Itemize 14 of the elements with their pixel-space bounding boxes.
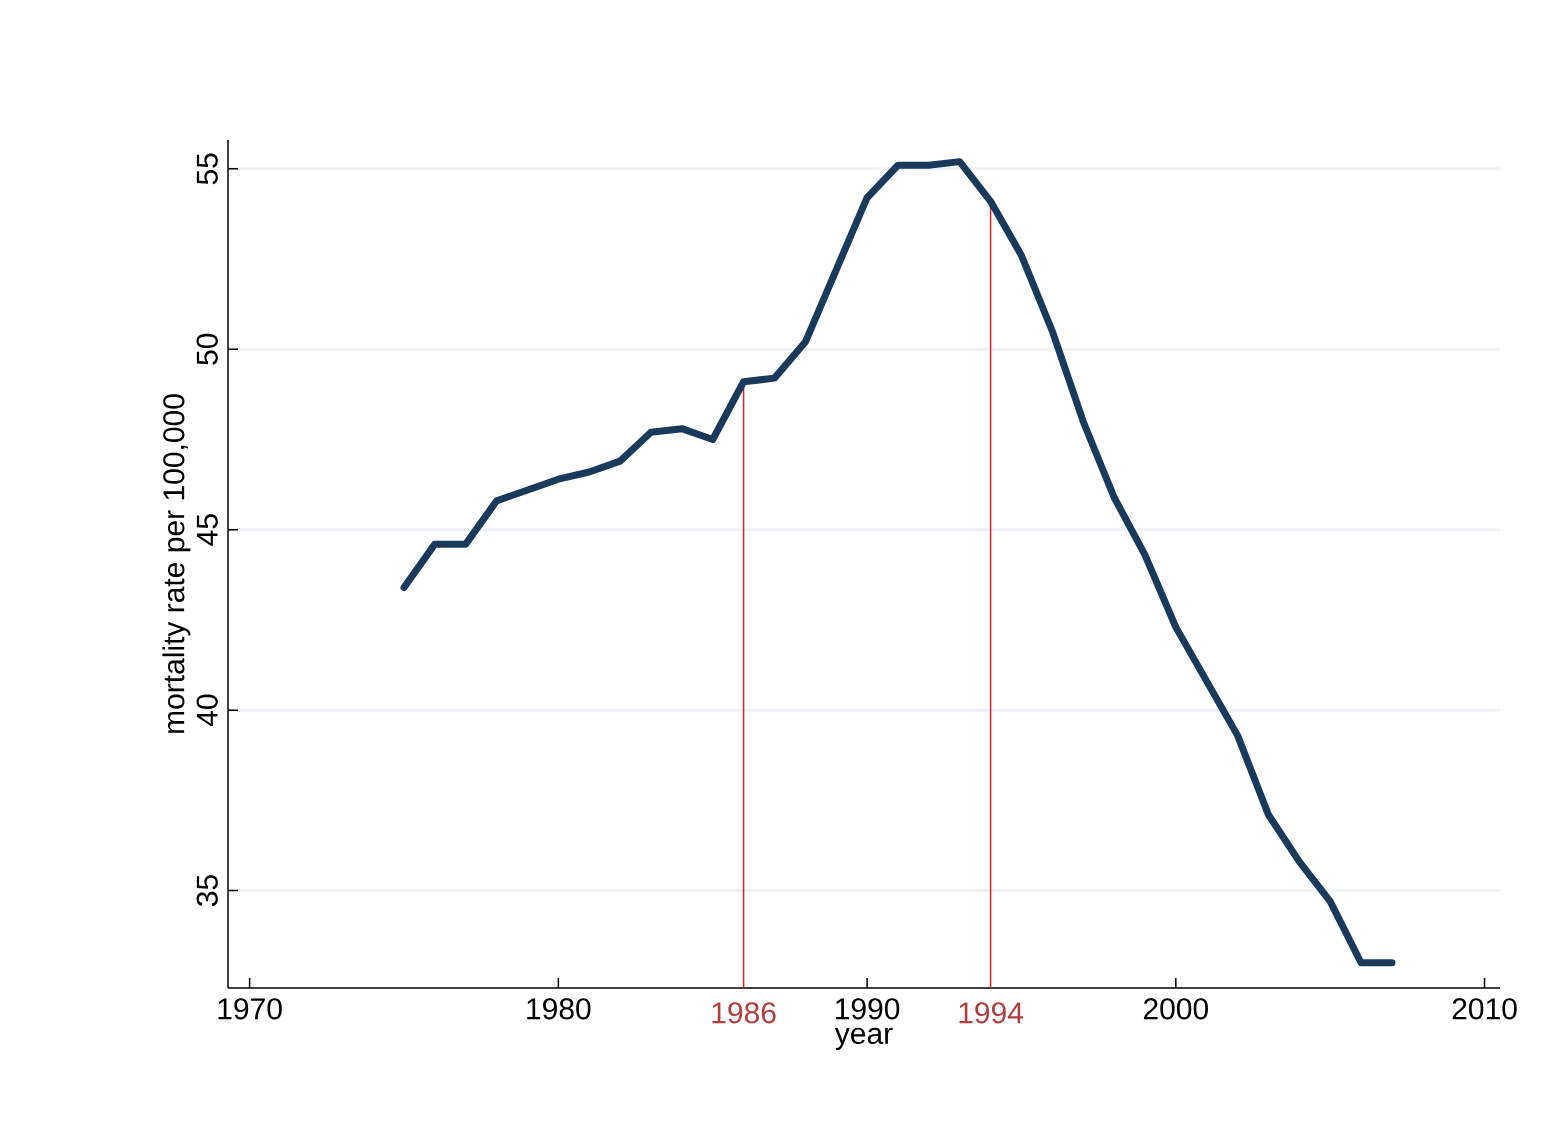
y-tick-label: 50 bbox=[196, 333, 218, 365]
y-tick-label: 45 bbox=[196, 514, 218, 546]
y-tick-label: 40 bbox=[196, 694, 218, 727]
x-tick-label: 1990 bbox=[836, 998, 900, 1020]
x-tick-label: 2000 bbox=[1143, 998, 1208, 1020]
x-tick-label: 1970 bbox=[218, 998, 282, 1020]
ref-line-label: 1986 bbox=[712, 1002, 776, 1024]
x-tick-label: 1980 bbox=[527, 998, 591, 1020]
x-tick-label: 2010 bbox=[1452, 998, 1517, 1020]
ref-line-label: 1994 bbox=[959, 1002, 1024, 1024]
y-tick-label: 35 bbox=[196, 875, 218, 907]
x-axis-title: year bbox=[834, 1027, 893, 1050]
y-axis-title: mortality rate per 100,000 bbox=[162, 394, 191, 733]
y-tick-label: 55 bbox=[196, 153, 218, 185]
